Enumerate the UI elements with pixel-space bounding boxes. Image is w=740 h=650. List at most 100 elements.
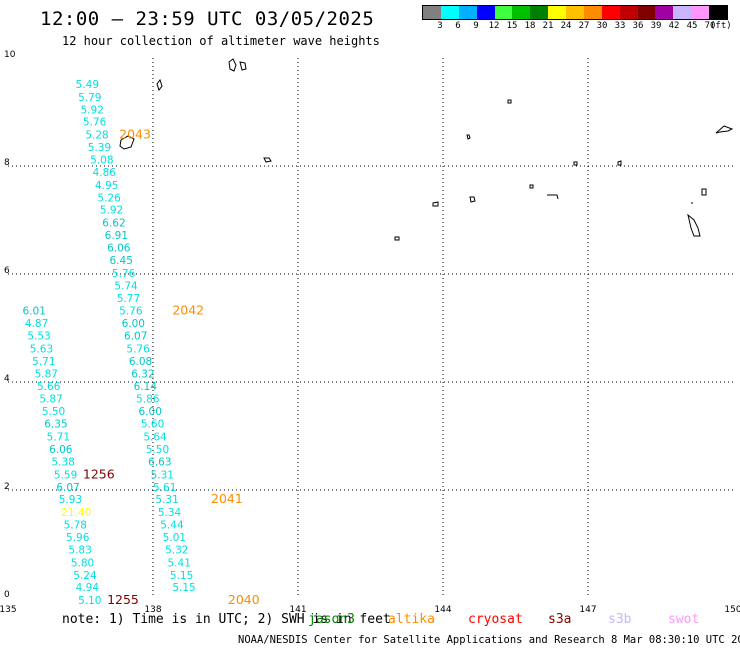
data-point-label: 6.07 (124, 331, 147, 343)
legend-swatch (476, 6, 495, 19)
island-outline (466, 134, 471, 140)
island-outline (547, 194, 559, 200)
data-point-label: 5.01 (163, 532, 186, 544)
island-outline (687, 213, 701, 237)
island-outline (715, 125, 734, 134)
legend-label: 18 (524, 21, 536, 31)
data-point-label: 5.76 (126, 344, 150, 356)
legend-label: 42 (668, 21, 680, 31)
island-outline (507, 99, 512, 104)
y-tick-label: 6 (4, 266, 10, 276)
data-point-label: 5.78 (64, 520, 87, 532)
data-point-label: 5.66 (37, 381, 61, 393)
data-point-label: 5.41 (168, 557, 191, 569)
data-point-label: 5.44 (160, 520, 184, 532)
pass-number-label: 2043 (119, 127, 151, 142)
legend-swatch (548, 6, 566, 19)
data-point-label: 6.06 (107, 243, 131, 255)
legend-swatch (530, 6, 549, 19)
data-point-label: 4.95 (95, 180, 118, 192)
data-point-label: 5.50 (146, 444, 169, 456)
legend-swatch (637, 6, 656, 19)
legend-label: 36 (632, 21, 644, 31)
legend-swatch (619, 6, 638, 19)
pass-number-label: 2040 (228, 592, 260, 607)
satellite-legend-swot: swot (668, 612, 700, 627)
island-outline (432, 201, 439, 207)
data-point-label: 5.39 (88, 142, 111, 154)
data-point-label: 5.74 (114, 280, 138, 292)
pass-number-label: 2041 (211, 491, 243, 506)
y-tick-label: 8 (4, 158, 10, 168)
data-point-label: 5.87 (35, 368, 58, 380)
legend-label: 45 (686, 21, 698, 31)
data-point-label: 6.63 (148, 456, 171, 468)
legend-label: 21 (542, 21, 554, 31)
satellite-legend-s3a: s3a (548, 612, 572, 627)
data-point-label: 5.31 (151, 469, 174, 481)
legend-swatch (566, 6, 584, 19)
data-point-label: 5.38 (52, 456, 75, 468)
legend-swatch (691, 6, 709, 19)
island-outline (239, 61, 247, 71)
data-point-label: 5.79 (78, 92, 101, 104)
legend-label: 3 (437, 21, 443, 31)
legend-swatch (583, 6, 602, 19)
legend-label: 9 (473, 21, 479, 31)
data-point-label: 5.92 (100, 205, 123, 217)
data-point-label: 5.26 (97, 192, 121, 204)
data-point-label: 6.62 (102, 218, 125, 230)
legend-label: 24 (560, 21, 572, 31)
color-scale-legend (422, 5, 728, 20)
data-point-label: 6.01 (23, 306, 46, 318)
legend-swatch (601, 6, 620, 19)
legend-swatch (673, 6, 692, 19)
data-point-label: 5.96 (66, 532, 90, 544)
data-point-label: 6.06 (49, 444, 73, 456)
x-tick-label: 147 (579, 605, 596, 615)
island-outline (394, 236, 400, 241)
island-outline (263, 157, 272, 163)
data-point-label: 4.86 (93, 167, 117, 179)
pass-number-label: 1255 (107, 592, 139, 607)
data-point-label: 6.00 (122, 318, 145, 330)
chart-title: 12:00 – 23:59 UTC 03/05/2025 (40, 8, 375, 30)
legend-label: 33 (614, 21, 626, 31)
data-point-label: 5.76 (112, 268, 136, 280)
pass-number-label: 2042 (172, 303, 204, 318)
legend-label: 30 (596, 21, 608, 31)
data-point-label: 5.92 (81, 104, 104, 116)
footnote: note: 1) Time is in UTC; 2) SWH is in fe… (62, 612, 391, 627)
data-point-label: 5.77 (117, 293, 140, 305)
island-outline (529, 184, 534, 189)
data-point-label: 5.71 (47, 432, 70, 444)
data-point-label: 6.35 (44, 419, 67, 431)
data-point-label: 5.64 (143, 432, 167, 444)
data-point-label: 5.80 (71, 557, 94, 569)
data-point-label: 6.14 (134, 381, 158, 393)
island-outline (573, 161, 578, 166)
legend-label: 70 (704, 21, 716, 31)
legend-swatch (512, 6, 531, 19)
data-point-label: 5.10 (78, 595, 101, 607)
legend-swatch (709, 6, 727, 19)
data-point-label: 4.94 (76, 582, 100, 594)
data-point-label: 5.34 (158, 507, 182, 519)
data-point-label: 5.50 (42, 406, 65, 418)
island-outline (469, 196, 476, 203)
credit-footer: NOAA/NESDIS Center for Satellite Applica… (238, 634, 740, 646)
legend-swatch (494, 6, 513, 19)
data-point-label: 5.87 (39, 394, 62, 406)
data-point-label: 5.15 (170, 570, 193, 582)
data-point-label: 6.32 (131, 368, 154, 380)
data-point-label: 5.31 (155, 494, 178, 506)
color-scale-unit: (ft) (710, 21, 732, 31)
color-scale-labels: 3 6 9 12 15 18 21 24 27 30 33 36 39 42 45 70 (422, 21, 740, 33)
x-tick-label: 135 (0, 605, 17, 615)
satellite-legend-cryosat: cryosat (468, 612, 523, 627)
legend-swatch (423, 6, 441, 19)
x-tick-label: 150 (724, 605, 740, 615)
legend-swatch (440, 6, 459, 19)
island-outline (617, 160, 622, 166)
